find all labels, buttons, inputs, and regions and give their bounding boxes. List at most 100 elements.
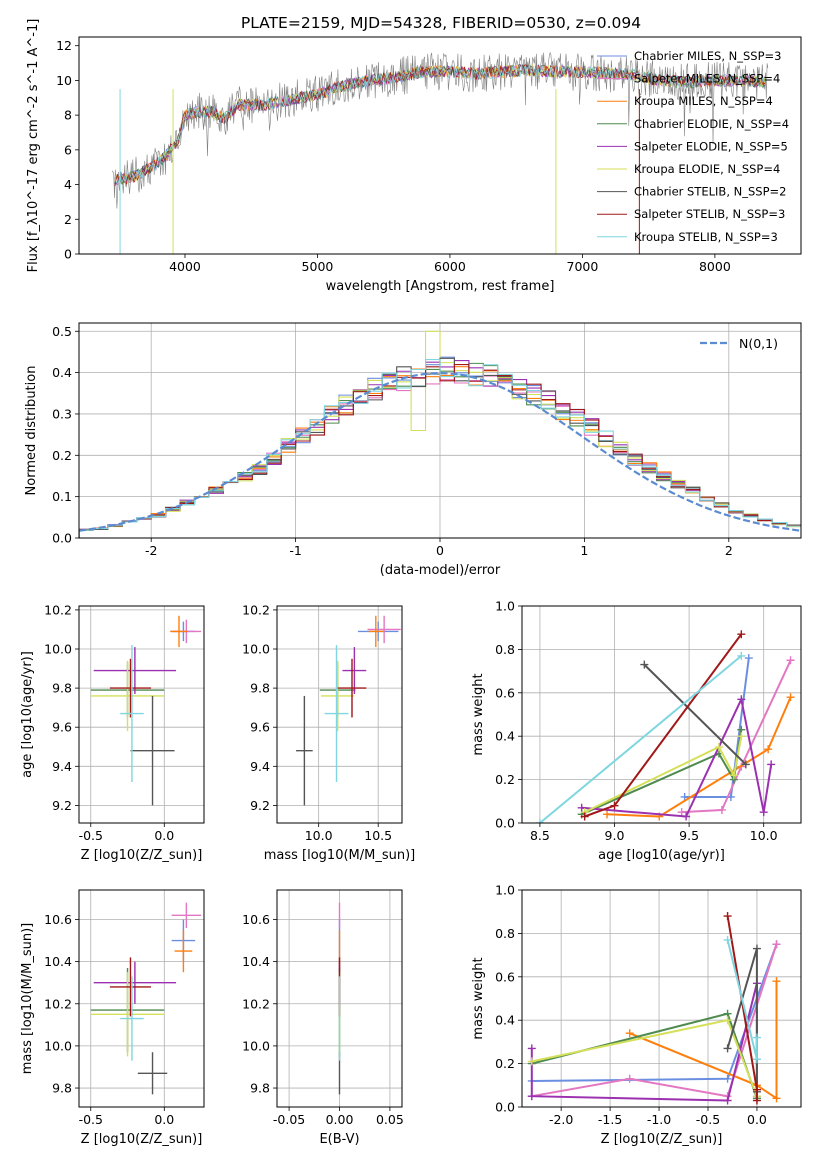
grid-lines bbox=[277, 606, 402, 823]
weight-marker bbox=[610, 801, 619, 810]
y-tick-label: 0.6 bbox=[495, 685, 515, 700]
legend-label: Kroupa ELODIE, N_SSP=4 bbox=[634, 162, 780, 176]
y-tick-label: 0.4 bbox=[52, 365, 72, 380]
weight-marker bbox=[764, 745, 773, 754]
x-tick-label: 0.0 bbox=[747, 1112, 767, 1127]
weight-line bbox=[629, 981, 778, 1101]
weight-marker bbox=[744, 654, 753, 663]
y-tick-label: 10.2 bbox=[242, 996, 270, 1011]
y-tick-label: 2 bbox=[64, 212, 72, 227]
weight-marker bbox=[741, 760, 750, 769]
y-tick-label: 0 bbox=[64, 247, 72, 262]
legend: Chabrier MILES, N_SSP=3 Salpeter MILES, N… bbox=[597, 49, 789, 244]
legend-label: Chabrier STELIB, N_SSP=2 bbox=[634, 185, 786, 199]
weight-marker bbox=[752, 1055, 761, 1064]
x-axis-label: Z [log10(Z/Z_sun)] bbox=[81, 848, 203, 863]
weight-marker bbox=[640, 660, 649, 669]
weight-marker bbox=[737, 630, 746, 639]
weight-marker bbox=[752, 1033, 761, 1042]
x-tick-label: 0 bbox=[436, 543, 444, 558]
weight-line bbox=[681, 659, 792, 814]
age-vs-metallicity-plot: -0.5 0.0 9.2 9.4 9.6 9.8 10.0 10.2 Z [log10(Z/Z_… bbox=[20, 602, 205, 863]
weight-marker bbox=[752, 1096, 761, 1105]
y-axis-label: Normed distribution bbox=[24, 366, 39, 496]
y-tick-label: 1.0 bbox=[495, 599, 515, 614]
model-spectrum bbox=[114, 63, 766, 185]
y-tick-label: 10.0 bbox=[242, 1038, 270, 1053]
weight-line bbox=[530, 983, 758, 1102]
figure-title: PLATE=2159, MJD=54328, FIBERID=0530, z=0… bbox=[241, 14, 641, 32]
x-tick-label: -2 bbox=[145, 543, 157, 558]
weight-marker bbox=[759, 808, 768, 817]
legend: N(0,1) bbox=[700, 336, 778, 351]
weight-marker bbox=[714, 743, 723, 752]
x-axis-label: mass [log10(M/M_sun)] bbox=[264, 848, 416, 863]
weight-line bbox=[531, 943, 778, 1098]
x-tick-label: -1.0 bbox=[647, 1112, 671, 1127]
axes-frame bbox=[78, 605, 205, 824]
ticks: -0.05 0.00 0.05 9.8 10.0 10.2 10.4 10.6 bbox=[242, 912, 404, 1127]
y-tick-label: 10.0 bbox=[44, 642, 72, 657]
y-tick-label: 10.0 bbox=[242, 642, 270, 657]
axes-frame bbox=[276, 605, 403, 824]
ticks: -2.0 -1.5 -1.0 -0.5 0.0 0.0 0.2 0.4 0.6 0.8 1.0 bbox=[495, 883, 767, 1128]
y-tick-label: 9.2 bbox=[250, 798, 270, 813]
mass-weight-vs-metallicity-plot: -2.0 -1.5 -1.0 -0.5 0.0 0.0 0.2 0.4 0.6 0.8 1.0 Z [… bbox=[471, 883, 802, 1147]
spectrum-plot: 4000 5000 6000 7000 8000 0 2 4 6 8 10 12 wavelength … bbox=[26, 19, 802, 294]
weight-marker bbox=[723, 1096, 732, 1105]
weight-marker bbox=[737, 732, 746, 741]
weight-marker bbox=[603, 810, 612, 819]
y-tick-label: 0.3 bbox=[52, 406, 72, 421]
errorbars bbox=[90, 615, 202, 806]
legend-label: Kroupa MILES, N_SSP=4 bbox=[634, 94, 773, 108]
weight-line bbox=[643, 663, 747, 766]
x-axis-label: Z [log10(Z/Z_sun)] bbox=[601, 1132, 723, 1147]
weight-marker bbox=[682, 812, 691, 821]
y-tick-label: 0.8 bbox=[495, 642, 515, 657]
y-tick-label: 0.8 bbox=[495, 926, 515, 941]
weight-marker bbox=[737, 695, 746, 704]
residual-histogram bbox=[79, 359, 801, 538]
weight-marker bbox=[772, 1094, 781, 1103]
weight-marker bbox=[772, 977, 781, 986]
y-tick-label: 9.6 bbox=[250, 720, 270, 735]
mass-vs-ebv-plot: -0.05 0.00 0.05 9.8 10.0 10.2 10.4 10.6 E(B-V) bbox=[242, 889, 404, 1147]
y-axis-label: mass weight bbox=[471, 957, 486, 1039]
weight-marker bbox=[535, 819, 544, 823]
weight-marker bbox=[717, 805, 726, 814]
x-tick-label: 9.5 bbox=[679, 828, 699, 843]
axes-frame bbox=[78, 889, 205, 1108]
axes-frame bbox=[78, 36, 802, 255]
x-tick-label: -1.5 bbox=[598, 1112, 622, 1127]
weight-marker bbox=[527, 1044, 536, 1053]
x-axis-label: Z [log10(Z/Z_sun)] bbox=[81, 1132, 203, 1147]
x-tick-label: 6000 bbox=[434, 259, 466, 274]
weight-marker bbox=[577, 803, 586, 812]
x-axis-label: E(B-V) bbox=[319, 1132, 359, 1147]
y-tick-label: 0.6 bbox=[495, 969, 515, 984]
weight-marker bbox=[772, 940, 781, 949]
y-tick-label: 0.4 bbox=[495, 729, 515, 744]
age-vs-mass-plot: 10.0 10.5 9.2 9.4 9.6 9.8 10.0 10.2 mass [log10(… bbox=[242, 602, 415, 863]
y-axis-label: age [log10(age/yr)] bbox=[20, 651, 35, 778]
weight-marker bbox=[723, 935, 732, 944]
y-tick-label: 9.8 bbox=[52, 1081, 72, 1096]
y-tick-label: 9.4 bbox=[250, 759, 270, 774]
x-tick-label: 1 bbox=[580, 543, 588, 558]
mass-vs-metallicity-plot: -0.5 0.0 9.8 10.0 10.2 10.4 10.6 Z [log10(Z/Z_s… bbox=[20, 889, 205, 1147]
axes-frame bbox=[521, 889, 802, 1108]
y-tick-label: 9.2 bbox=[52, 798, 72, 813]
y-tick-label: 0.2 bbox=[495, 772, 515, 787]
weight-marker bbox=[723, 1044, 732, 1053]
model-spectrum bbox=[114, 62, 766, 183]
weight-marker bbox=[752, 944, 761, 953]
ticks: 10.0 10.5 9.2 9.4 9.6 9.8 10.0 10.2 bbox=[242, 602, 392, 843]
weight-marker bbox=[580, 812, 589, 821]
y-tick-label: 10.6 bbox=[242, 912, 270, 927]
x-axis-label: age [log10(age/yr)] bbox=[598, 848, 725, 863]
x-tick-label: 10.0 bbox=[750, 828, 778, 843]
weight-line bbox=[606, 696, 792, 818]
x-tick-label: 0.05 bbox=[376, 1112, 404, 1127]
weight-line bbox=[684, 657, 750, 798]
